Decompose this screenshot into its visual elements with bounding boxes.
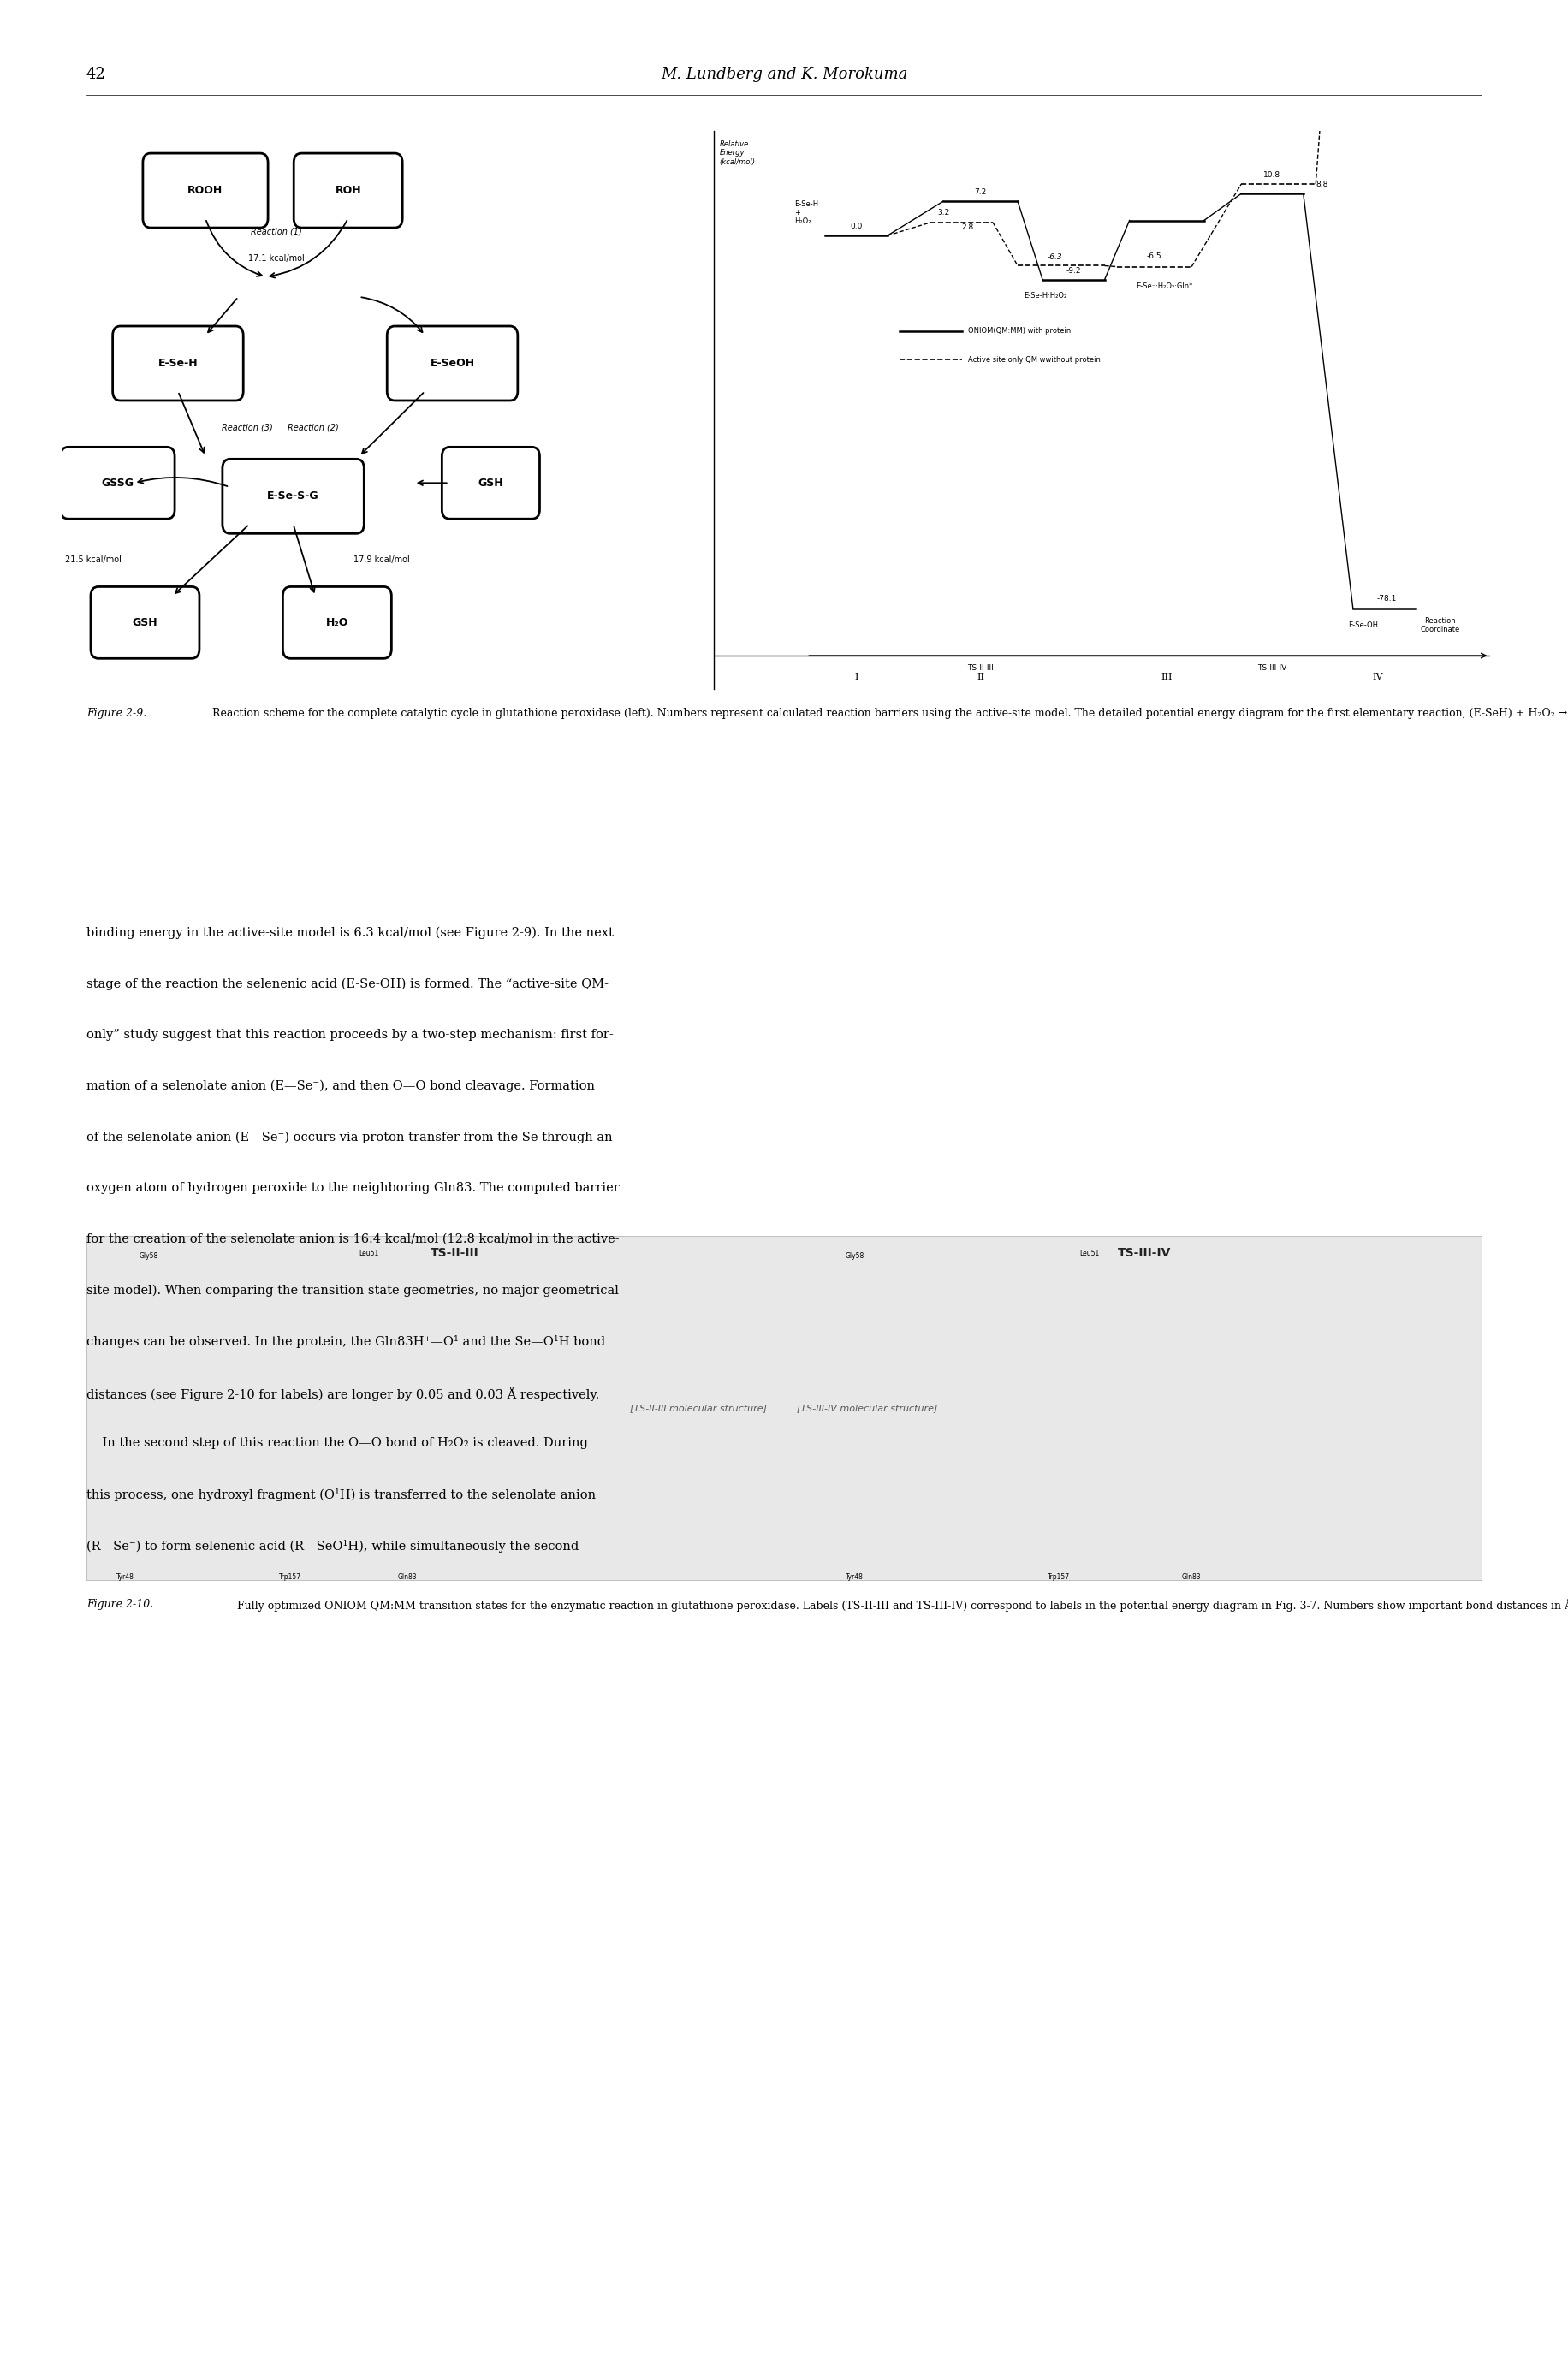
FancyBboxPatch shape xyxy=(61,447,174,518)
FancyBboxPatch shape xyxy=(442,447,539,518)
Text: ROH: ROH xyxy=(336,185,361,197)
FancyBboxPatch shape xyxy=(113,326,243,402)
Text: GSH: GSH xyxy=(132,618,158,627)
Text: distances (see Figure 2-10 for labels) are longer by 0.05 and 0.03 Å respectivel: distances (see Figure 2-10 for labels) a… xyxy=(86,1388,599,1402)
Text: Fully optimized ONIOM QM:MM transition states for the enzymatic reaction in glut: Fully optimized ONIOM QM:MM transition s… xyxy=(230,1599,1568,1611)
Text: Tyr48: Tyr48 xyxy=(845,1573,864,1580)
Text: E-Se-S-G: E-Se-S-G xyxy=(267,492,320,501)
Text: -78.1: -78.1 xyxy=(1377,594,1397,604)
Text: Gln83: Gln83 xyxy=(1182,1573,1201,1580)
Text: 42: 42 xyxy=(86,67,105,81)
Text: Leu51: Leu51 xyxy=(359,1250,378,1257)
Text: oxygen atom of hydrogen peroxide to the neighboring Gln83. The computed barrier: oxygen atom of hydrogen peroxide to the … xyxy=(86,1183,619,1195)
Text: H₂O: H₂O xyxy=(326,618,348,627)
Text: 21.5 kcal/mol: 21.5 kcal/mol xyxy=(64,556,121,565)
Text: 17.1 kcal/mol: 17.1 kcal/mol xyxy=(249,254,304,264)
Text: 3.2: 3.2 xyxy=(938,209,949,216)
Text: E-SeOH: E-SeOH xyxy=(430,359,475,368)
Text: Tyr48: Tyr48 xyxy=(116,1573,135,1580)
Text: Leu51: Leu51 xyxy=(1080,1250,1099,1257)
Text: changes can be observed. In the protein, the Gln83H⁺—O¹ and the Se—O¹H bond: changes can be observed. In the protein,… xyxy=(86,1335,605,1347)
FancyBboxPatch shape xyxy=(91,587,199,658)
Text: TS-II-III: TS-II-III xyxy=(431,1247,478,1259)
Text: Active site only QM wwithout protein: Active site only QM wwithout protein xyxy=(967,356,1101,364)
Text: 10.8: 10.8 xyxy=(1264,171,1281,178)
Text: 8.8: 8.8 xyxy=(1316,181,1328,188)
Text: ONIOM(QM:MM) with protein: ONIOM(QM:MM) with protein xyxy=(967,328,1071,335)
Text: binding energy in the active-site model is 6.3 kcal/mol (see Figure 2-9). In the: binding energy in the active-site model … xyxy=(86,927,613,939)
Text: Trp157: Trp157 xyxy=(279,1573,301,1580)
Text: In the second step of this reaction the O—O bond of H₂O₂ is cleaved. During: In the second step of this reaction the … xyxy=(86,1437,588,1449)
Text: 2.8: 2.8 xyxy=(961,223,974,230)
Text: Reaction (3): Reaction (3) xyxy=(221,423,273,432)
Text: Figure 2-10.: Figure 2-10. xyxy=(86,1599,154,1611)
Text: for the creation of the selenolate anion is 16.4 kcal/mol (12.8 kcal/mol in the : for the creation of the selenolate anion… xyxy=(86,1233,619,1245)
Text: I: I xyxy=(855,672,858,682)
FancyBboxPatch shape xyxy=(387,326,517,402)
Text: 0.0: 0.0 xyxy=(850,223,862,230)
Text: -9.2: -9.2 xyxy=(1066,266,1080,276)
Text: TS-III-IV: TS-III-IV xyxy=(1258,663,1287,672)
Text: Gly58: Gly58 xyxy=(845,1252,864,1259)
Text: Gln83: Gln83 xyxy=(398,1573,417,1580)
Text: E-Se-OH: E-Se-OH xyxy=(1348,620,1378,630)
FancyBboxPatch shape xyxy=(143,154,268,228)
Text: 17.9 kcal/mol: 17.9 kcal/mol xyxy=(353,556,409,565)
Text: Gly58: Gly58 xyxy=(140,1252,158,1259)
Text: II: II xyxy=(977,672,985,682)
Text: this process, one hydroxyl fragment (O¹H) is transferred to the selenolate anion: this process, one hydroxyl fragment (O¹H… xyxy=(86,1487,596,1502)
Text: III: III xyxy=(1160,672,1173,682)
Text: Relative
Energy
(kcal/mol): Relative Energy (kcal/mol) xyxy=(720,140,756,166)
Text: M. Lundberg and K. Morokuma: M. Lundberg and K. Morokuma xyxy=(660,67,908,81)
Text: E-Se-H·H₂O₂: E-Se-H·H₂O₂ xyxy=(1024,292,1066,299)
FancyBboxPatch shape xyxy=(282,587,392,658)
Text: mation of a selenolate anion (E—Se⁻), and then O—O bond cleavage. Formation: mation of a selenolate anion (E—Se⁻), an… xyxy=(86,1079,594,1093)
Text: -6.5: -6.5 xyxy=(1146,252,1162,261)
Text: of the selenolate anion (E—Se⁻) occurs via proton transfer from the Se through a: of the selenolate anion (E—Se⁻) occurs v… xyxy=(86,1131,612,1143)
Text: Trp157: Trp157 xyxy=(1047,1573,1069,1580)
FancyBboxPatch shape xyxy=(223,459,364,535)
Text: E-Se-H
+
H₂O₂: E-Se-H + H₂O₂ xyxy=(793,200,818,226)
Text: Figure 2-9.: Figure 2-9. xyxy=(86,708,146,720)
Text: Reaction scheme for the complete catalytic cycle in glutathione peroxidase (left: Reaction scheme for the complete catalyt… xyxy=(205,708,1568,720)
Text: TS-III-IV: TS-III-IV xyxy=(1118,1247,1171,1259)
Text: Reaction (2): Reaction (2) xyxy=(287,423,339,432)
Text: Reaction (1): Reaction (1) xyxy=(251,228,303,235)
Text: GSH: GSH xyxy=(478,478,503,489)
Text: E-Se⁻·H₂O₂·Gln*: E-Se⁻·H₂O₂·Gln* xyxy=(1135,283,1193,290)
Text: 7.2: 7.2 xyxy=(974,188,986,195)
Text: only” study suggest that this reaction proceeds by a two-step mechanism: first f: only” study suggest that this reaction p… xyxy=(86,1029,613,1041)
Text: TS-II-III: TS-II-III xyxy=(967,663,994,672)
Text: Reaction
Coordinate: Reaction Coordinate xyxy=(1421,618,1460,634)
Text: site model). When comparing the transition state geometries, no major geometrica: site model). When comparing the transiti… xyxy=(86,1283,618,1297)
Text: (R—Se⁻) to form selenenic acid (R—SeO¹H), while simultaneously the second: (R—Se⁻) to form selenenic acid (R—SeO¹H)… xyxy=(86,1540,579,1552)
Text: ROOH: ROOH xyxy=(188,185,223,197)
Text: stage of the reaction the selenenic acid (E-Se-OH) is formed. The “active-site Q: stage of the reaction the selenenic acid… xyxy=(86,979,608,991)
Text: E-Se-H: E-Se-H xyxy=(158,359,198,368)
Text: IV: IV xyxy=(1372,672,1383,682)
Text: [TS-II-III molecular structure]          [TS-III-IV molecular structure]: [TS-II-III molecular structure] [TS-III-… xyxy=(630,1404,938,1411)
FancyBboxPatch shape xyxy=(293,154,403,228)
FancyBboxPatch shape xyxy=(86,1236,1482,1580)
Text: GSSG: GSSG xyxy=(102,478,133,489)
Text: -6.3: -6.3 xyxy=(1047,254,1063,261)
